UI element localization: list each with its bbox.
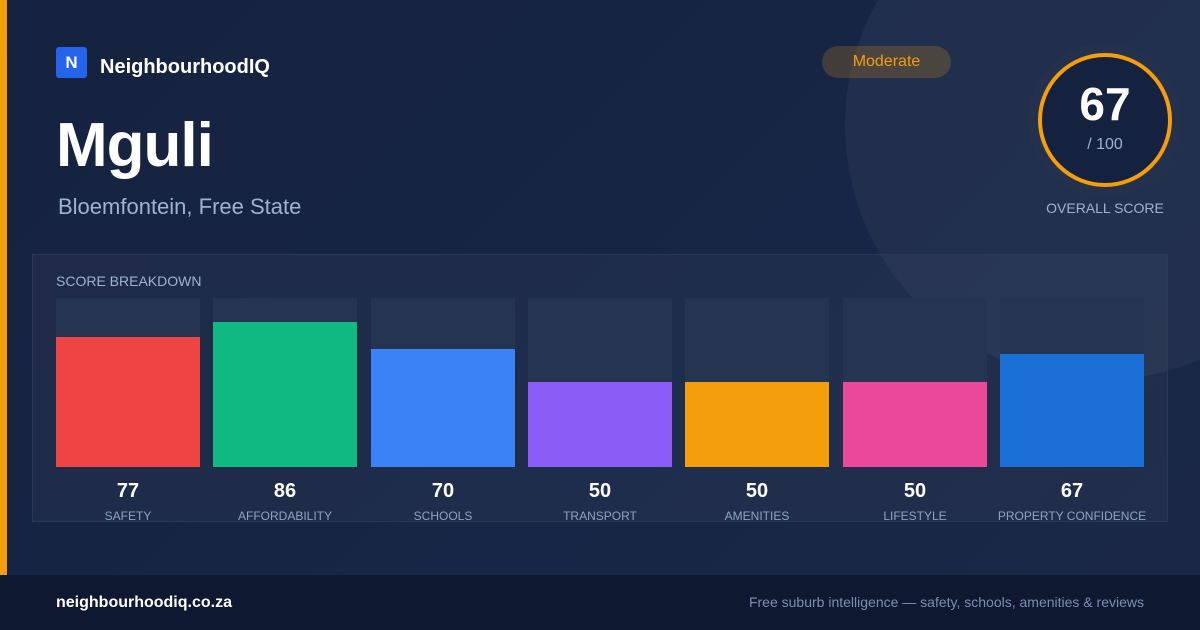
suburb-title: Mguli xyxy=(56,111,214,180)
bar-fill xyxy=(1000,354,1144,467)
breakdown-value: 50 xyxy=(903,480,927,502)
breakdown-title: SCORE BREAKDOWN xyxy=(56,273,202,289)
breakdown-value: 77 xyxy=(116,480,140,502)
bar-fill xyxy=(56,337,200,467)
footer-tagline: Free suburb intelligence — safety, schoo… xyxy=(748,594,1144,610)
breakdown-label: PROPERTY CONFIDENCE xyxy=(997,509,1147,523)
breakdown-column: 77 SAFETY xyxy=(56,298,200,523)
breakdown-value: 50 xyxy=(745,480,769,502)
footer-url: neighbourhoodiq.co.za xyxy=(56,594,232,611)
breakdown-value: 67 xyxy=(1060,480,1084,502)
brand: N NeighbourhoodIQ xyxy=(56,46,270,79)
breakdown-label: AFFORDABILITY xyxy=(237,509,332,523)
breakdown-column: 70 SCHOOLS xyxy=(371,298,515,523)
breakdown-label: LIFESTYLE xyxy=(883,509,947,523)
breakdown-columns: 77 SAFETY 86 AFFORDABILITY 70 SCHOOLS 50 TRANSP… xyxy=(56,298,1146,523)
accent-stripe xyxy=(0,0,7,575)
bar-fill xyxy=(213,322,357,467)
bar-fill xyxy=(528,382,672,467)
bar-fill xyxy=(371,349,515,467)
breakdown-column: 86 AFFORDABILITY xyxy=(213,298,357,523)
bar-track xyxy=(685,298,829,467)
breakdown-label: SCHOOLS xyxy=(413,509,473,523)
breakdown-label: SAFETY xyxy=(104,509,152,523)
score-ring-border: 67 / 100 xyxy=(1038,53,1172,187)
footer: neighbourhoodiq.co.za Free suburb intell… xyxy=(0,575,1200,630)
brand-logo-icon: N xyxy=(56,47,87,78)
share-card: N NeighbourhoodIQ Mguli Bloemfontein, Fr… xyxy=(0,0,1200,575)
bar-track xyxy=(528,298,672,467)
overall-score-value: 67 xyxy=(1079,78,1131,130)
overall-score-ring: 67 / 100 xyxy=(1028,43,1182,197)
breakdown-value: 50 xyxy=(588,480,612,502)
overall-score-caption: OVERALL SCORE xyxy=(1046,200,1164,216)
breakdown-value: 70 xyxy=(431,480,455,502)
bar-fill xyxy=(685,382,829,467)
overall-score-max: / 100 xyxy=(1087,136,1123,153)
score-breakdown-panel: SCORE BREAKDOWN 77 SAFETY 86 AFFORDABILITY 7… xyxy=(32,254,1168,523)
bar-track xyxy=(843,298,987,467)
breakdown-column: 50 LIFESTYLE xyxy=(843,298,987,523)
breakdown-label: TRANSPORT xyxy=(563,509,637,523)
bar-track xyxy=(1000,298,1144,467)
breakdown-column: 67 PROPERTY CONFIDENCE xyxy=(998,298,1146,523)
suburb-location: Bloemfontein, Free State xyxy=(58,194,302,219)
breakdown-column: 50 TRANSPORT xyxy=(528,298,672,523)
bar-track xyxy=(213,298,357,467)
breakdown-label: AMENITIES xyxy=(724,509,790,523)
brand-name: NeighbourhoodIQ xyxy=(100,56,270,78)
bar-track xyxy=(56,298,200,467)
rating-badge: Moderate xyxy=(822,46,951,78)
bar-track xyxy=(371,298,515,467)
breakdown-column: 50 AMENITIES xyxy=(685,298,829,523)
bar-fill xyxy=(843,382,987,467)
breakdown-value: 86 xyxy=(273,480,297,502)
